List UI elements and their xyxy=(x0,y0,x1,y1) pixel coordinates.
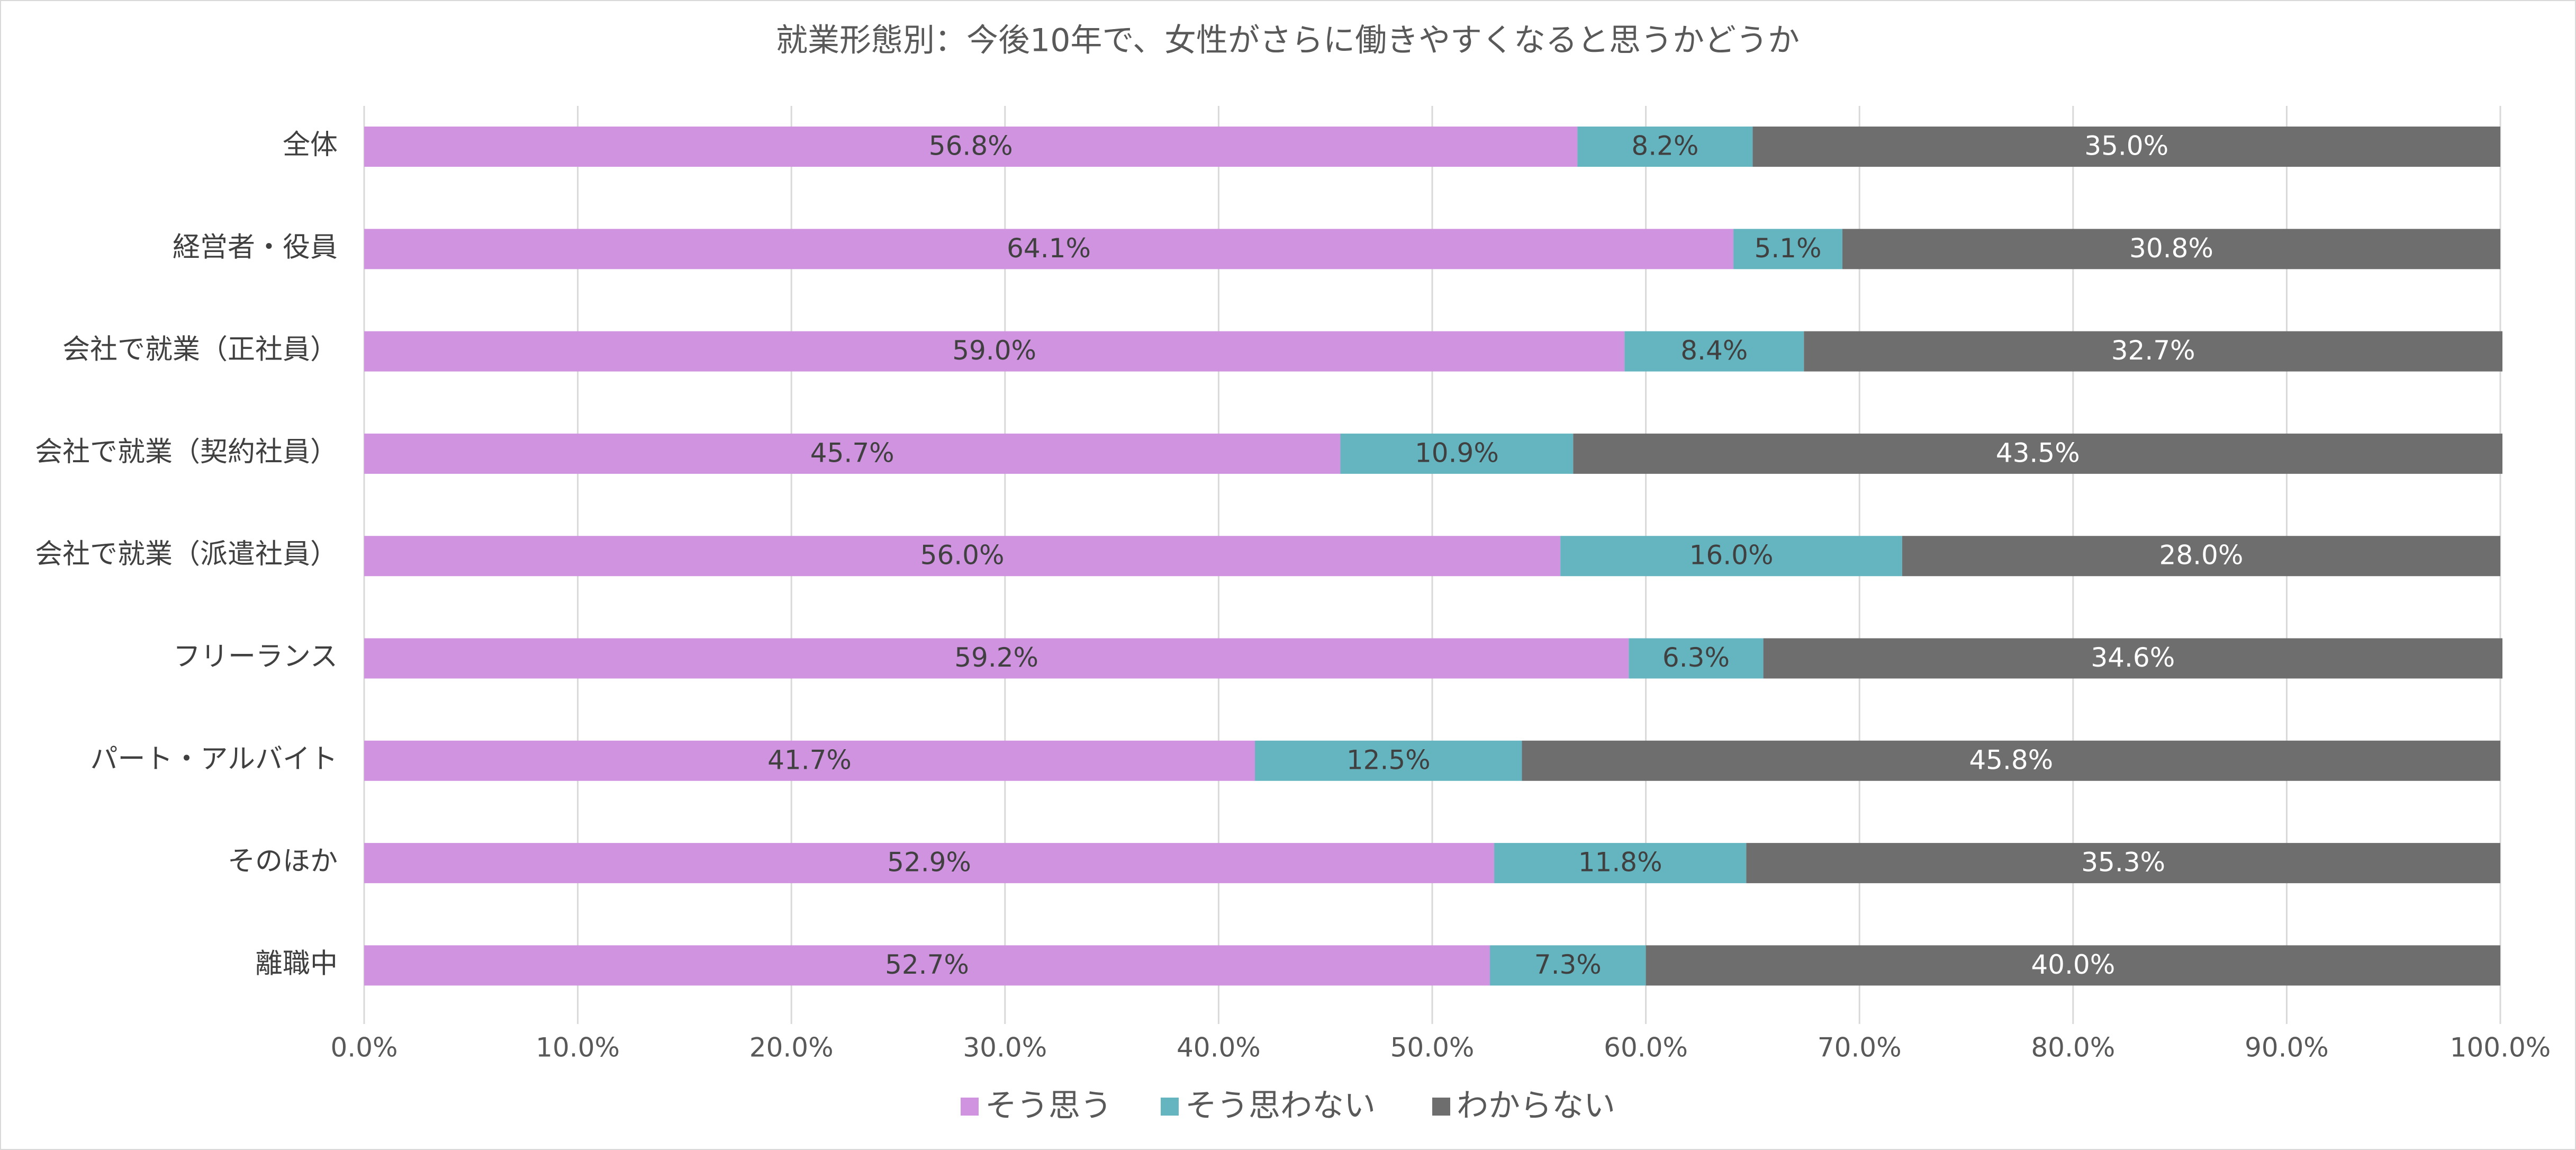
data-label: 5.1% xyxy=(1754,233,1821,264)
bar-segment xyxy=(1752,127,2500,167)
bar-segment xyxy=(364,331,1625,372)
legend-label: そう思わない xyxy=(1185,1088,1376,1125)
category-label: フリーランス xyxy=(173,641,338,673)
bar-segment xyxy=(1489,945,1646,986)
data-label: 64.1% xyxy=(1007,233,1091,264)
data-label: 30.8% xyxy=(2129,233,2213,264)
data-label: 40.0% xyxy=(2031,949,2115,980)
x-tick-label: 0.0% xyxy=(330,1032,397,1063)
data-label: 32.7% xyxy=(2111,335,2195,366)
x-tick-label: 20.0% xyxy=(749,1032,834,1063)
data-label: 41.7% xyxy=(767,744,852,775)
data-label: 7.3% xyxy=(1534,949,1602,980)
legend-label: わからない xyxy=(1457,1088,1615,1125)
x-tick-label: 60.0% xyxy=(1604,1032,1688,1063)
data-label: 6.3% xyxy=(1662,642,1730,673)
data-label: 45.7% xyxy=(810,437,894,468)
bar-segment xyxy=(1804,331,2503,372)
data-label: 43.5% xyxy=(1996,437,2080,468)
bar-segment xyxy=(364,127,1578,167)
legend-label: そう思う xyxy=(985,1088,1112,1125)
data-label: 12.5% xyxy=(1346,744,1431,775)
data-label: 56.8% xyxy=(929,131,1013,161)
legend-swatch xyxy=(961,1098,979,1116)
bar-segment xyxy=(1624,331,1804,372)
x-tick-label: 10.0% xyxy=(536,1032,620,1063)
data-label: 59.0% xyxy=(952,335,1036,366)
bar-segment xyxy=(1573,433,2503,474)
x-tick-label: 100.0% xyxy=(2450,1032,2551,1063)
bar-segment xyxy=(1629,638,1764,679)
category-label: そのほか xyxy=(228,846,338,877)
bar-segment xyxy=(1902,536,2500,577)
data-label: 8.4% xyxy=(1680,335,1748,366)
bar-segment xyxy=(364,433,1341,474)
bar-segment xyxy=(1733,229,1842,269)
category-label: 会社で就業（派遣社員） xyxy=(35,538,338,570)
bar-segment xyxy=(1746,843,2500,884)
category-label: 会社で就業（正社員） xyxy=(62,334,338,366)
x-tick-label: 50.0% xyxy=(1390,1032,1475,1063)
data-label: 34.6% xyxy=(2091,642,2175,673)
bar-segment xyxy=(364,740,1255,781)
bar-segment xyxy=(1842,229,2500,269)
category-label: パート・アルバイト xyxy=(91,743,338,775)
data-label: 45.8% xyxy=(1969,744,2053,775)
legend-swatch xyxy=(1432,1098,1450,1116)
data-label: 28.0% xyxy=(2159,540,2244,571)
bar-segment xyxy=(1577,127,1753,167)
data-label: 52.9% xyxy=(887,847,971,878)
x-tick-label: 30.0% xyxy=(963,1032,1047,1063)
bar-segment xyxy=(1494,843,1747,884)
bar-segment xyxy=(1646,945,2500,986)
data-label: 56.0% xyxy=(920,540,1005,571)
data-label: 52.7% xyxy=(885,949,969,980)
data-label: 35.3% xyxy=(2081,847,2165,878)
bar-segment xyxy=(1763,638,2503,679)
data-label: 11.8% xyxy=(1578,847,1662,878)
chart-title: 就業形態別：今後10年で、女性がさらに働きやすくなると思うかどうか xyxy=(776,22,1800,59)
bar-segment xyxy=(364,843,1495,884)
x-tick-label: 90.0% xyxy=(2245,1032,2329,1063)
data-label: 10.9% xyxy=(1415,437,1499,468)
data-label: 35.0% xyxy=(2084,131,2168,161)
bar-segment xyxy=(364,536,1561,577)
x-tick-label: 80.0% xyxy=(2031,1032,2115,1063)
category-label: 経営者・役員 xyxy=(173,231,338,263)
category-label: 全体 xyxy=(283,129,338,161)
bar-segment xyxy=(364,229,1734,269)
data-label: 16.0% xyxy=(1689,540,1774,571)
bar-segment xyxy=(364,945,1490,986)
legend-swatch xyxy=(1161,1098,1179,1116)
data-label: 8.2% xyxy=(1631,131,1698,161)
bar-segment xyxy=(364,638,1629,679)
bar-segment xyxy=(1522,740,2500,781)
x-tick-label: 40.0% xyxy=(1177,1032,1261,1063)
category-label: 離職中 xyxy=(255,948,338,980)
category-label: 会社で就業（契約社員） xyxy=(35,436,338,468)
x-tick-label: 70.0% xyxy=(1818,1032,1902,1063)
bar-segment xyxy=(1340,433,1574,474)
data-label: 59.2% xyxy=(954,642,1038,673)
bar-segment xyxy=(1560,536,1902,577)
bar-segment xyxy=(1255,740,1522,781)
